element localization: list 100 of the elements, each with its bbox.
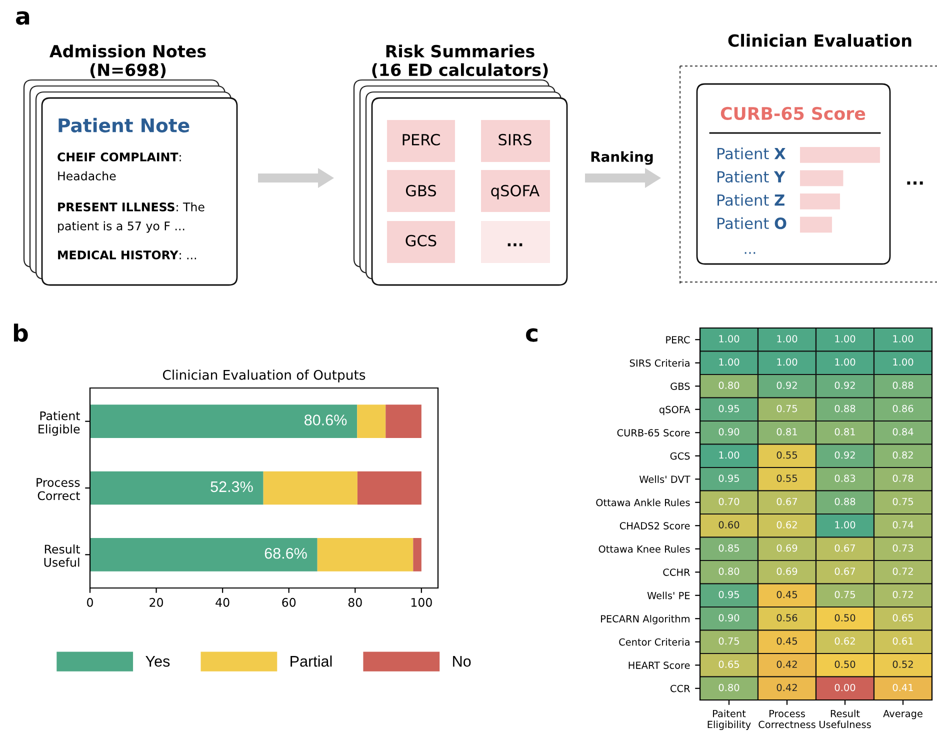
x-tick-label: 0: [87, 598, 93, 607]
chart-title: Clinician Evaluation of Outputs: [162, 370, 366, 382]
y-tick-label: qSOFA: [659, 406, 690, 416]
data-label: 0.81: [776, 428, 797, 436]
data-label: 0.55: [776, 474, 797, 482]
data-label: 1.00: [777, 335, 798, 342]
data-label: 0.45: [776, 637, 797, 645]
data-label: 0.67: [834, 544, 855, 552]
data-label: 0.82: [892, 451, 913, 459]
data-label: 0.78: [892, 474, 914, 482]
data-label: 0.88: [834, 404, 856, 412]
y-tick-label: Centor Criteria: [619, 638, 690, 646]
text: MEDICAL HISTORY: [58, 250, 178, 260]
y-tick-label: CCR: [670, 684, 690, 692]
y-tick-label: Wells' PE: [647, 592, 690, 600]
data-label: 0.90: [718, 428, 740, 436]
legend-label: No: [453, 656, 471, 667]
x-tick-label: 40: [216, 598, 230, 607]
data-label: 0.88: [892, 382, 914, 389]
y-tick-label: Result Useful: [44, 544, 80, 567]
text: PERC: [402, 134, 440, 146]
bar: [263, 471, 358, 505]
data-label: 0.95: [718, 474, 739, 482]
text: Clinician Evaluation: [728, 34, 912, 47]
data-label: 1.00: [777, 358, 798, 366]
bar: [800, 216, 832, 233]
data-label: 1.00: [719, 335, 740, 342]
data-label: 0.80: [718, 568, 740, 575]
data-label: 0.75: [892, 498, 913, 506]
data-label: 0.55: [776, 451, 797, 459]
text: :: [180, 155, 181, 162]
text: Ranking: [591, 151, 653, 165]
data-label: 0.75: [776, 404, 797, 412]
data-label: 1.00: [835, 521, 856, 528]
data-label: 52.3%: [210, 481, 253, 492]
bar: [800, 170, 844, 186]
data-label: 0.42: [776, 684, 797, 692]
text: SIRS: [498, 134, 532, 146]
y-tick-label: CCHR: [663, 568, 690, 576]
data-label: 0.67: [776, 498, 797, 506]
y-tick-label: Ottawa Knee Rules: [598, 545, 690, 553]
data-label: 0.42: [776, 660, 797, 668]
data-label: 1.00: [719, 451, 740, 459]
bar: [800, 147, 880, 163]
data-label: 0.60: [718, 521, 740, 528]
text: Admission Notes (N=698): [49, 44, 206, 78]
text: PRESENT ILLNESS: [58, 202, 174, 212]
y-tick-label: Patient Y: [718, 170, 786, 183]
data-label: 1.00: [893, 358, 914, 366]
data-label: 1.00: [835, 335, 856, 342]
data-label: 0.92: [834, 451, 855, 459]
data-label: 0.72: [892, 568, 913, 575]
bar: [317, 538, 414, 572]
text: ...: [508, 243, 522, 246]
data-label: 0.69: [776, 544, 798, 552]
data-label: 0.95: [718, 590, 739, 598]
y-tick-label: CURB-65 Score: [617, 429, 690, 436]
y-tick-label: GBS: [670, 382, 690, 390]
y-tick-label: Patient O: [718, 217, 786, 230]
text: patient is a 57 yo F ...: [58, 221, 184, 233]
data-label: 0.84: [892, 428, 914, 436]
data-label: 0.88: [834, 498, 856, 506]
x-tick-label: Paitent Eligibility: [708, 710, 751, 730]
data-label: 0.70: [718, 498, 740, 506]
data-label: 0.80: [718, 684, 740, 692]
text: a: [16, 11, 30, 25]
y-tick-label: Patient Eligible: [38, 411, 80, 436]
text: GCS: [406, 234, 436, 246]
text: ...: [744, 252, 756, 254]
data-label: 0.73: [892, 544, 914, 552]
bar: [90, 471, 264, 505]
bar: [357, 404, 386, 438]
data-label: 0.62: [834, 637, 855, 645]
x-tick-label: 20: [150, 598, 164, 607]
data-label: 0.75: [834, 590, 855, 598]
text: ...: [907, 181, 923, 185]
data-label: 0.95: [718, 404, 739, 412]
data-label: 0.65: [718, 660, 739, 668]
text: c: [526, 328, 538, 342]
data-label: 0.56: [776, 614, 798, 622]
text: b: [14, 324, 28, 342]
y-tick-label: Patient Z: [718, 194, 784, 206]
data-label: 1.00: [835, 358, 856, 366]
data-label: 0.52: [892, 660, 913, 668]
data-label: 1.00: [719, 358, 740, 366]
y-tick-label: PECARN Algorithm: [601, 614, 690, 624]
y-tick-label: CHADS2 Score: [620, 522, 690, 530]
y-tick-label: Process Correct: [36, 478, 80, 500]
x-tick-label: Average: [883, 710, 922, 720]
data-label: 0.69: [776, 568, 798, 575]
data-label: 0.62: [776, 521, 797, 528]
data-label: 0.83: [834, 474, 856, 482]
x-tick-label: Result Usefulness: [819, 710, 871, 728]
data-label: 0.90: [718, 614, 740, 622]
data-label: 0.75: [718, 637, 739, 645]
data-label: 0.81: [834, 428, 855, 436]
data-label: 0.80: [718, 382, 740, 389]
text: Headache: [58, 171, 116, 180]
y-tick-label: Wells' DVT: [639, 475, 690, 483]
bar: [386, 404, 422, 438]
